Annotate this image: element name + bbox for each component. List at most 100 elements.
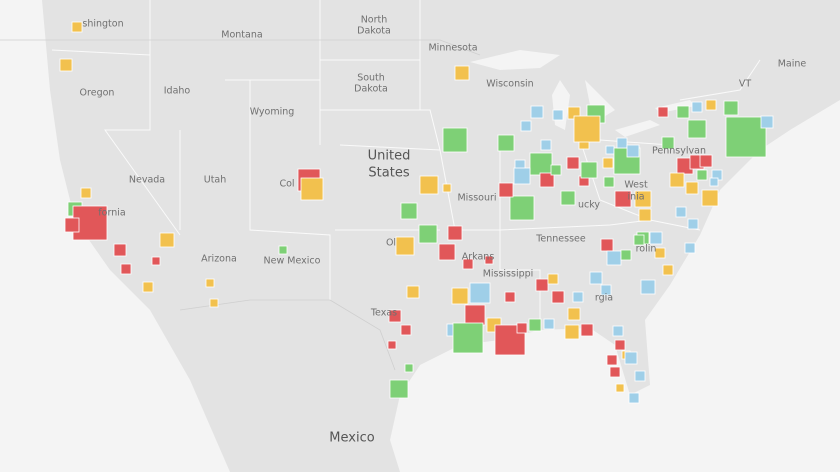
location-marker[interactable] [447,225,463,241]
location-marker[interactable] [71,21,83,33]
location-marker[interactable] [498,182,514,198]
location-marker[interactable] [572,291,584,303]
location-marker[interactable] [705,99,717,111]
location-marker[interactable] [620,249,632,261]
location-marker[interactable] [535,278,549,292]
location-marker[interactable] [723,100,739,116]
location-marker[interactable] [634,370,646,382]
location-marker[interactable] [605,145,615,155]
location-marker[interactable] [454,65,470,81]
location-marker[interactable] [547,273,559,285]
location-marker[interactable] [600,284,612,296]
location-marker[interactable] [388,309,402,323]
location-marker[interactable] [760,115,774,129]
location-marker[interactable] [513,167,531,185]
location-marker[interactable] [676,105,690,119]
location-marker[interactable] [606,250,622,266]
location-marker[interactable] [406,285,420,299]
location-marker[interactable] [609,366,621,378]
location-marker[interactable] [438,243,456,261]
location-marker[interactable] [551,290,565,304]
location-marker[interactable] [696,169,708,181]
location-marker[interactable] [419,175,439,195]
location-marker[interactable] [418,224,438,244]
location-marker[interactable] [442,127,468,153]
location-marker[interactable] [529,152,553,176]
location-marker[interactable] [552,109,564,121]
location-marker[interactable] [615,383,625,393]
location-marker[interactable] [120,263,132,275]
location-marker[interactable] [504,291,516,303]
location-marker[interactable] [669,172,685,188]
location-marker[interactable] [550,164,562,176]
location-marker[interactable] [159,232,175,248]
location-marker[interactable] [530,105,544,119]
location-marker[interactable] [606,354,618,366]
location-marker[interactable] [209,298,219,308]
location-marker[interactable] [452,322,484,354]
location-marker[interactable] [469,282,491,304]
location-marker[interactable] [442,183,452,193]
location-marker[interactable] [573,115,601,143]
location-marker[interactable] [624,351,638,365]
location-marker[interactable] [400,202,418,220]
location-marker[interactable] [662,264,674,276]
location-marker[interactable] [701,189,719,207]
location-marker[interactable] [685,181,699,195]
location-marker[interactable] [580,161,598,179]
location-marker[interactable] [560,190,576,206]
location-marker[interactable] [589,271,603,285]
location-marker[interactable] [509,195,535,221]
location-marker[interactable] [278,245,288,255]
location-marker[interactable] [80,187,92,199]
location-marker[interactable] [614,339,626,351]
location-marker[interactable] [389,379,409,399]
location-marker[interactable] [661,136,675,150]
location-marker[interactable] [395,236,415,256]
location-marker[interactable] [628,392,640,404]
location-marker[interactable] [400,324,412,336]
location-marker[interactable] [539,172,555,188]
location-marker[interactable] [626,144,640,158]
location-marker[interactable] [451,287,469,305]
location-marker[interactable] [462,258,474,270]
location-marker[interactable] [64,217,80,233]
location-marker[interactable] [404,363,414,373]
location-marker[interactable] [603,176,615,188]
location-marker[interactable] [528,318,542,332]
location-marker[interactable] [638,208,652,222]
location-marker[interactable] [612,325,624,337]
location-marker[interactable] [709,177,719,187]
location-marker[interactable] [602,157,614,169]
location-marker[interactable] [540,139,552,151]
location-marker[interactable] [600,238,614,252]
location-marker[interactable] [113,243,127,257]
location-marker[interactable] [142,281,154,293]
location-marker[interactable] [640,279,656,295]
location-marker[interactable] [649,231,663,245]
location-marker[interactable] [580,323,594,337]
location-marker[interactable] [497,134,515,152]
location-marker[interactable] [205,278,215,288]
location-marker[interactable] [687,218,699,230]
location-marker[interactable] [691,101,703,113]
location-marker[interactable] [675,206,687,218]
location-marker[interactable] [654,247,666,259]
location-marker[interactable] [634,190,652,208]
location-marker[interactable] [464,304,486,326]
location-marker[interactable] [567,307,581,321]
location-marker[interactable] [520,120,532,132]
location-marker[interactable] [484,255,494,265]
location-marker[interactable] [616,137,628,149]
location-marker[interactable] [59,58,73,72]
location-marker[interactable] [516,322,528,334]
location-marker[interactable] [543,318,555,330]
location-marker[interactable] [725,116,767,158]
location-marker[interactable] [566,156,580,170]
location-marker[interactable] [387,340,397,350]
location-marker[interactable] [614,190,632,208]
location-marker[interactable] [564,324,580,340]
location-marker[interactable] [657,106,669,118]
location-marker[interactable] [699,154,713,168]
location-marker[interactable] [684,242,696,254]
